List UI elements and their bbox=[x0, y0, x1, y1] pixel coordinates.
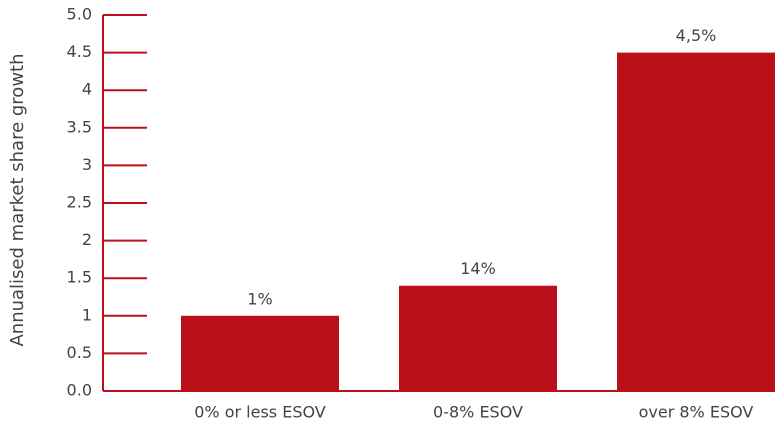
x-tick-label: 0% or less ESOV bbox=[194, 403, 326, 422]
y-tick-label: 4 bbox=[82, 80, 92, 99]
bar bbox=[399, 285, 557, 391]
y-axis-title: Annualised market share growth bbox=[7, 53, 28, 346]
value-label: 1% bbox=[247, 289, 272, 308]
y-tick-label: 2 bbox=[82, 230, 92, 249]
y-tick-label: 3.5 bbox=[67, 117, 92, 136]
y-tick-label: 4.5 bbox=[67, 42, 92, 61]
value-label: 4,5% bbox=[676, 26, 717, 45]
y-tick-label: 1.5 bbox=[67, 268, 92, 287]
y-tick-label: 3 bbox=[82, 155, 92, 174]
bar bbox=[181, 315, 339, 391]
value-label: 14% bbox=[460, 259, 496, 278]
y-tick-label: 0.0 bbox=[67, 381, 92, 400]
y-tick-label: 1 bbox=[82, 305, 92, 324]
x-tick-label: 0-8% ESOV bbox=[433, 403, 523, 422]
x-tick-label: over 8% ESOV bbox=[639, 403, 754, 422]
y-tick-label: 2.5 bbox=[67, 193, 92, 212]
y-tick-label: 0.5 bbox=[67, 343, 92, 362]
y-tick-label: 5.0 bbox=[67, 5, 92, 24]
bar bbox=[617, 52, 775, 391]
